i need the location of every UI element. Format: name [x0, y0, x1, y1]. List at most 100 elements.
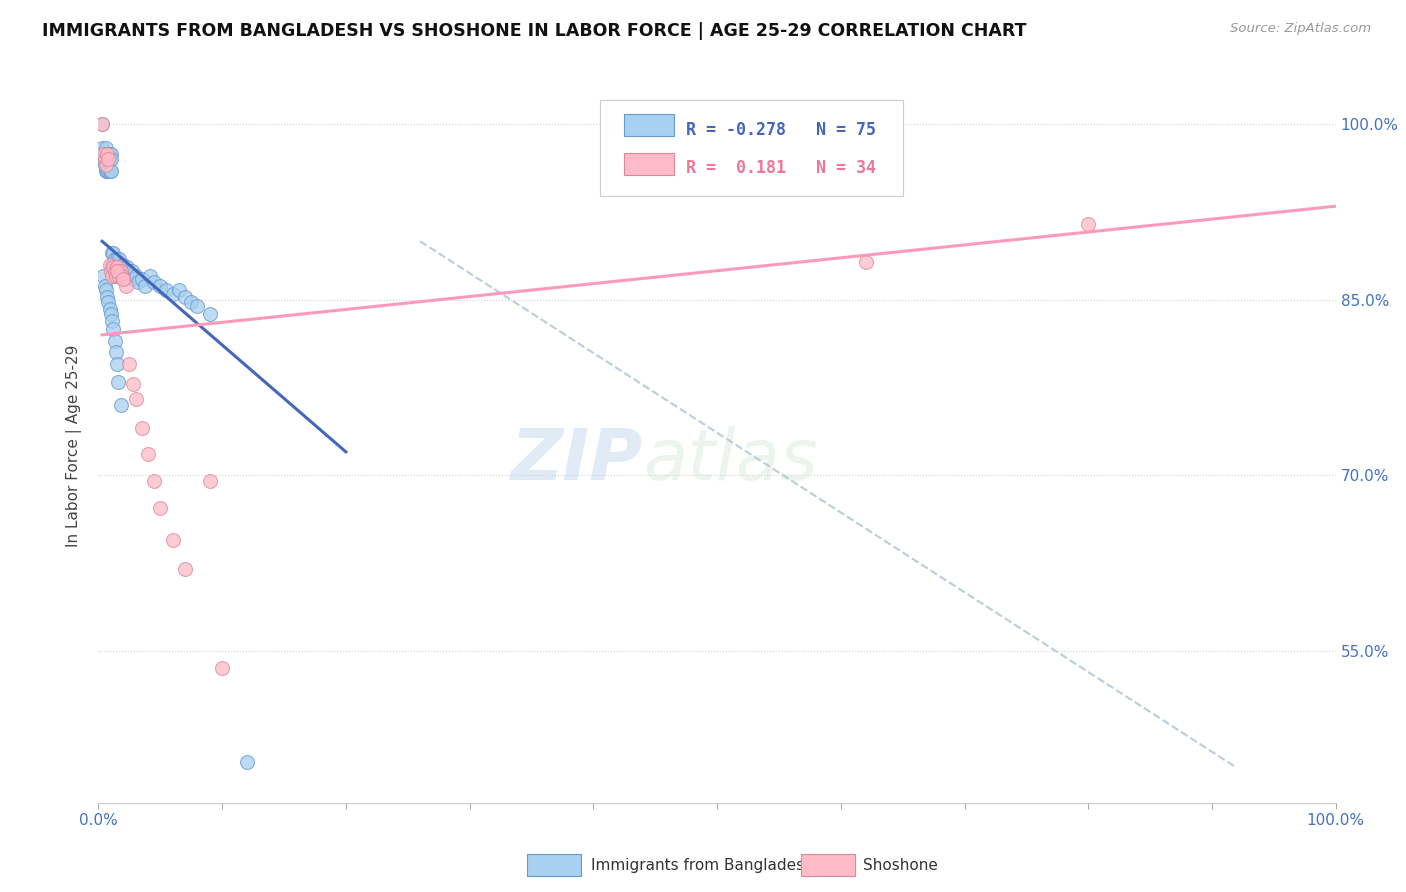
- Point: [104, 345, 127, 359]
- Point: [143, 275, 166, 289]
- Point: [110, 263, 132, 277]
- Point: [162, 533, 184, 547]
- Point: [110, 398, 132, 412]
- Point: [105, 263, 128, 277]
- Point: [105, 263, 128, 277]
- Point: [122, 376, 145, 391]
- Point: [107, 269, 129, 284]
- Point: [96, 290, 118, 304]
- Point: [120, 269, 142, 284]
- Point: [93, 153, 115, 167]
- Point: [108, 252, 131, 266]
- Point: [96, 146, 118, 161]
- Point: [107, 263, 129, 277]
- Point: [93, 153, 115, 167]
- Point: [101, 246, 124, 260]
- Y-axis label: In Labor Force | Age 25-29: In Labor Force | Age 25-29: [66, 345, 83, 547]
- Point: [112, 271, 135, 285]
- Point: [114, 278, 136, 293]
- Point: [103, 252, 125, 266]
- Point: [174, 290, 197, 304]
- Point: [97, 153, 120, 167]
- Point: [94, 158, 117, 172]
- Point: [122, 271, 145, 285]
- Point: [112, 263, 135, 277]
- Point: [97, 146, 120, 161]
- Point: [1077, 217, 1099, 231]
- Point: [98, 153, 121, 167]
- Point: [98, 302, 121, 317]
- Point: [149, 501, 172, 516]
- FancyBboxPatch shape: [599, 100, 903, 196]
- Point: [104, 269, 127, 284]
- Point: [134, 278, 156, 293]
- Point: [186, 299, 208, 313]
- Point: [108, 269, 131, 284]
- Point: [110, 260, 132, 274]
- Point: [101, 314, 124, 328]
- Point: [855, 255, 877, 269]
- Point: [100, 164, 122, 178]
- Point: [96, 164, 118, 178]
- Text: R =  0.181   N = 34: R = 0.181 N = 34: [686, 159, 876, 178]
- Point: [107, 375, 129, 389]
- Point: [198, 307, 221, 321]
- Point: [103, 269, 125, 284]
- Point: [105, 252, 128, 266]
- Point: [103, 334, 125, 348]
- Point: [155, 284, 177, 298]
- Point: [100, 307, 122, 321]
- FancyBboxPatch shape: [624, 114, 673, 136]
- Point: [98, 146, 121, 161]
- Point: [108, 263, 131, 277]
- Point: [143, 474, 166, 488]
- Point: [103, 263, 125, 277]
- Point: [124, 392, 146, 407]
- Point: [93, 278, 115, 293]
- Point: [98, 164, 121, 178]
- Point: [103, 258, 125, 272]
- Point: [112, 271, 135, 285]
- Text: atlas: atlas: [643, 425, 817, 495]
- Point: [149, 278, 172, 293]
- Point: [131, 271, 153, 285]
- Point: [103, 246, 125, 260]
- Point: [93, 146, 115, 161]
- Text: ZIP: ZIP: [510, 425, 643, 495]
- Point: [118, 357, 141, 371]
- Point: [117, 263, 139, 277]
- Point: [167, 284, 190, 298]
- Point: [91, 117, 114, 131]
- Point: [91, 117, 114, 131]
- Point: [162, 287, 184, 301]
- Point: [131, 421, 153, 435]
- Point: [236, 755, 259, 769]
- Point: [121, 263, 143, 277]
- Point: [103, 263, 125, 277]
- Point: [97, 153, 120, 167]
- Point: [93, 153, 115, 167]
- Point: [94, 141, 117, 155]
- Point: [94, 284, 117, 298]
- Point: [112, 258, 135, 272]
- Point: [93, 146, 115, 161]
- Point: [98, 258, 121, 272]
- Point: [180, 295, 202, 310]
- Point: [96, 146, 118, 161]
- Point: [211, 661, 233, 675]
- Point: [91, 141, 114, 155]
- Point: [107, 258, 129, 272]
- Point: [93, 269, 115, 284]
- Point: [93, 158, 115, 172]
- Point: [105, 357, 128, 371]
- Point: [100, 146, 122, 161]
- Point: [97, 164, 120, 178]
- Point: [103, 260, 125, 274]
- Point: [139, 269, 162, 284]
- Point: [100, 153, 122, 167]
- Text: Source: ZipAtlas.com: Source: ZipAtlas.com: [1230, 22, 1371, 36]
- Point: [94, 164, 117, 178]
- Point: [136, 447, 159, 461]
- Text: IMMIGRANTS FROM BANGLADESH VS SHOSHONE IN LABOR FORCE | AGE 25-29 CORRELATION CH: IMMIGRANTS FROM BANGLADESH VS SHOSHONE I…: [42, 22, 1026, 40]
- Point: [96, 153, 118, 167]
